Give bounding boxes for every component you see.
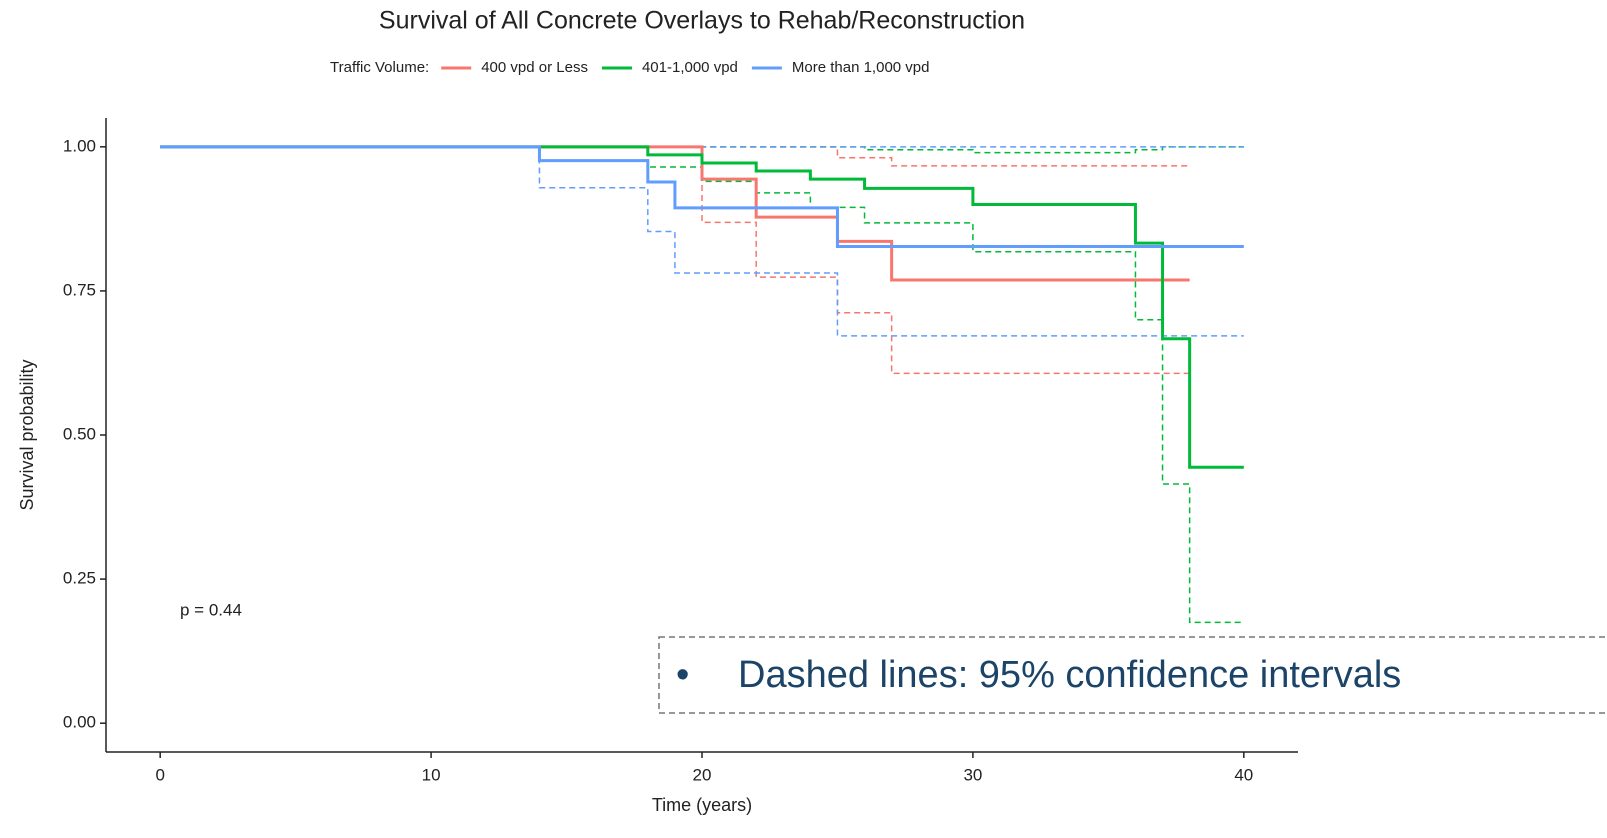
note-text: Dashed lines: 95% confidence intervals bbox=[738, 654, 1401, 696]
legend: Traffic Volume: 400 vpd or Less 401-1,000 … bbox=[330, 59, 929, 76]
x-axis-label: Time (years) bbox=[652, 795, 752, 815]
ci-line bbox=[160, 146, 1244, 154]
y-tick-label: 0.00 bbox=[63, 713, 96, 732]
y-tick-label: 0.50 bbox=[63, 424, 96, 443]
x-tick-label: 20 bbox=[693, 765, 712, 784]
y-tick-label: 1.00 bbox=[63, 136, 96, 155]
legend-label: 400 vpd or Less bbox=[481, 59, 588, 76]
legend-label: More than 1,000 vpd bbox=[792, 59, 930, 76]
note-box bbox=[658, 636, 1607, 714]
y-tick-label: 0.25 bbox=[63, 569, 96, 588]
legend-label: 401-1,000 vpd bbox=[642, 59, 738, 76]
note-bullet: • bbox=[676, 654, 689, 696]
legend-title: Traffic Volume: bbox=[330, 59, 429, 76]
x-tick-label: 10 bbox=[422, 765, 441, 784]
chart-title: Survival of All Concrete Overlays to Reh… bbox=[379, 7, 1025, 35]
x-tick-label: 40 bbox=[1234, 765, 1253, 784]
survival-line bbox=[160, 145, 1244, 249]
p-value: p = 0.44 bbox=[180, 600, 242, 619]
y-axis-label: Survival probability bbox=[17, 359, 37, 510]
x-tick-label: 30 bbox=[963, 765, 982, 784]
survival-line bbox=[160, 145, 1244, 469]
x-tick-label: 0 bbox=[155, 765, 164, 784]
ci-line bbox=[160, 146, 1244, 337]
y-tick-label: 0.75 bbox=[63, 280, 96, 299]
